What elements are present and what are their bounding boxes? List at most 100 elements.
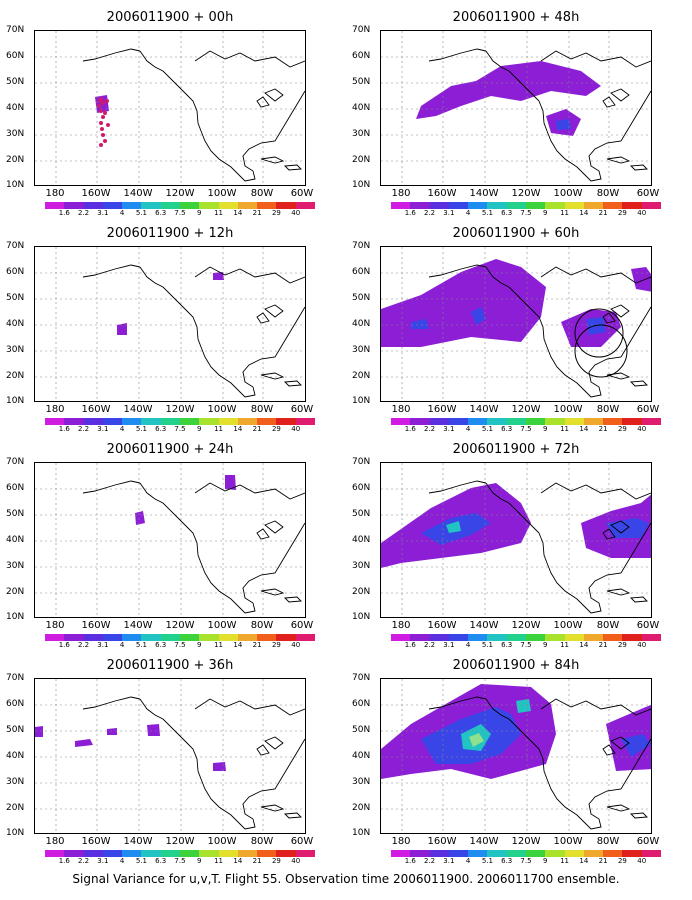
colorbar-label: 4 [119,209,125,217]
colorbar [45,634,315,641]
colorbar-swatch [564,634,584,641]
colorbar-label: 14 [233,425,243,433]
y-tick-label: 20N [6,155,25,165]
colorbar-label: 40 [637,209,647,217]
colorbar-swatch [257,418,277,425]
colorbar-label: 5.1 [481,209,493,217]
colorbar-swatch [237,202,258,209]
colorbar-label: 1.6 [404,209,416,217]
colorbar-swatch [603,202,623,209]
map-svg [381,31,651,185]
colorbar-label: 29 [271,641,281,649]
observation-point [98,99,102,103]
colorbar-swatch [487,850,507,857]
colorbar-swatch [506,202,526,209]
coastline [82,480,141,494]
coastline [256,304,284,324]
colorbar-label: 5.1 [481,641,493,649]
y-tick-label: 10N [352,828,371,838]
colorbar-label: 14 [233,209,243,217]
map-panel: 2006011900 + 36h 70N 60N 50N 40N 30N 20N 10N 180… [0,648,340,866]
coastline [540,698,651,716]
observation-point [99,109,103,113]
map-frame [380,678,652,834]
colorbar-label: 14 [579,857,589,865]
colorbar-label: 1.6 [58,641,70,649]
colorbar-swatch [468,202,488,209]
colorbar-swatch [179,418,200,425]
colorbar-swatch [141,202,161,209]
coastline [428,696,487,710]
colorbar-label: 1.6 [58,857,70,865]
colorbar-label: 4 [119,641,125,649]
colorbar-label: 40 [637,641,647,649]
y-tick-label: 60N [6,699,25,709]
x-tick-label: 100W [553,836,583,847]
x-tick-label: 60W [290,188,314,199]
colorbar-label: 4 [119,857,125,865]
colorbar-label: 7.5 [174,857,186,865]
y-tick-label: 10N [6,180,25,190]
colorbar-label: 29 [617,857,627,865]
colorbar-swatch [410,850,430,857]
colorbar-label: 2.2 [423,209,436,217]
colorbar-label: 11 [560,857,570,865]
x-tick-label: 180 [391,188,411,199]
x-tick-label: 160W [427,836,457,847]
colorbar-label: 21 [598,641,608,649]
colorbar-swatch [141,634,161,641]
colorbar-swatch [160,202,180,209]
panel-title: 2006011900 + 12h [106,226,234,241]
colorbar-swatch [429,202,449,209]
y-tick-label: 30N [352,129,371,139]
variance-contour [213,272,224,280]
colorbar-swatch [102,202,123,209]
y-tick-label: 70N [352,457,371,467]
colorbar-label: 2.2 [77,425,90,433]
colorbar-label: 4 [465,641,471,649]
x-tick-label: 140W [469,620,499,631]
colorbar-label: 4 [119,425,125,433]
coastline [139,482,305,614]
x-tick-label: 80W [250,620,274,631]
colorbar-label: 1.6 [404,425,416,433]
x-tick-label: 120W [511,404,541,415]
colorbar-swatch [45,850,65,857]
colorbar-label: 5.1 [481,425,493,433]
colorbar-swatch [448,850,469,857]
colorbar-swatch [295,634,315,641]
x-tick-label: 100W [553,404,583,415]
coastline [260,588,303,603]
colorbar-label: 2.2 [77,209,90,217]
map-frame [380,246,652,402]
colorbar-swatch [141,418,161,425]
colorbar-label: 14 [233,857,243,865]
colorbar-swatch [276,418,296,425]
observation-point [105,99,109,103]
map-frame [380,462,652,618]
coastline [194,482,305,500]
y-tick-label: 60N [6,483,25,493]
observation-point [97,104,101,108]
x-tick-label: 140W [123,404,153,415]
colorbar-swatch [468,418,488,425]
x-tick-label: 60W [636,620,660,631]
x-tick-label: 80W [250,836,274,847]
x-tick-label: 180 [45,188,65,199]
colorbar-swatch [45,634,65,641]
y-tick-label: 20N [6,587,25,597]
map-panel: 2006011900 + 60h 70N 60N 50N 40N 30N 20N 10N 180… [346,216,686,434]
colorbar-swatch [295,202,315,209]
colorbar-label: 7.5 [520,209,532,217]
variance-contour [631,267,651,292]
colorbar-label: 11 [560,425,570,433]
colorbar-label: 11 [560,209,570,217]
figure-caption: Signal Variance for u,v,T. Flight 55. Ob… [72,872,620,886]
colorbar-swatch [410,418,430,425]
observation-point [100,127,104,131]
x-tick-label: 80W [596,404,620,415]
colorbar-swatch [641,418,661,425]
panel-title: 2006011900 + 84h [452,658,580,673]
coastline [256,88,284,108]
colorbar-swatch [391,850,411,857]
